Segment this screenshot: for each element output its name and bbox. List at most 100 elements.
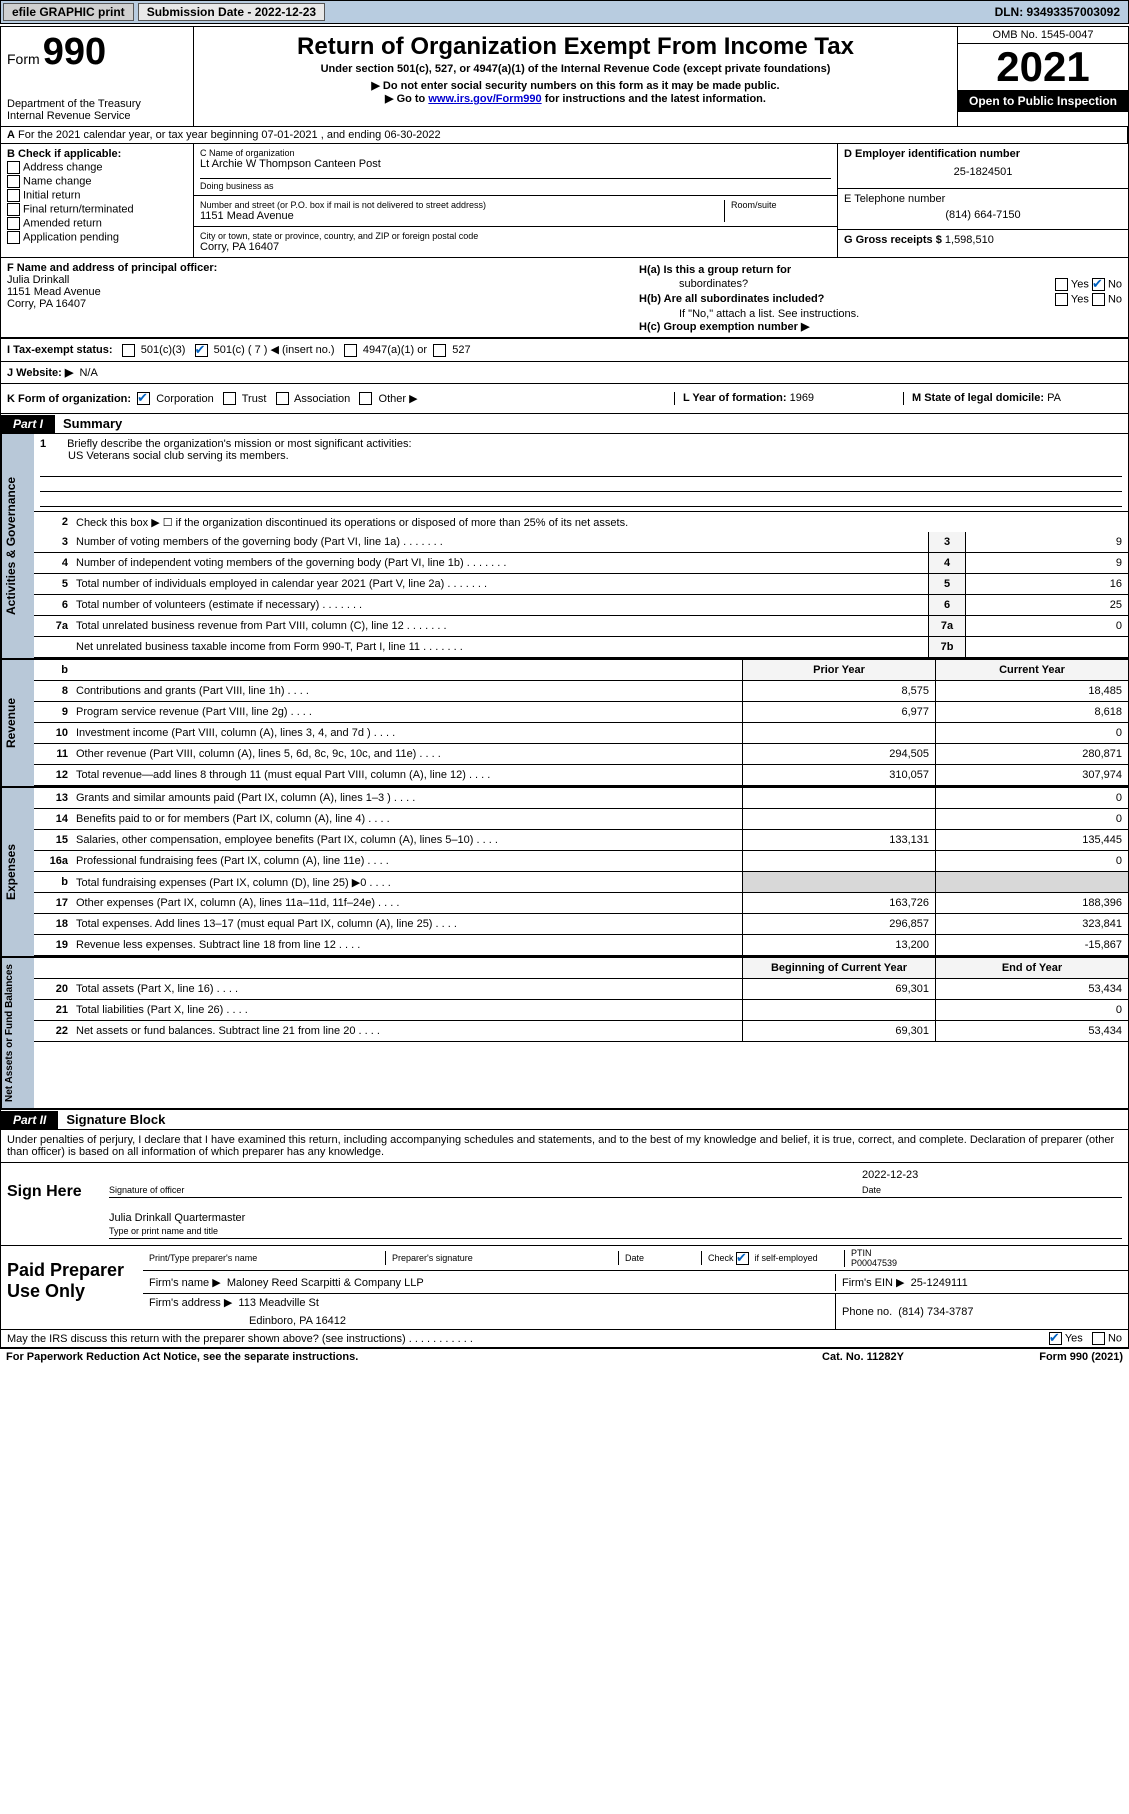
discuss-yes-checkbox[interactable] [1049,1332,1062,1345]
part2-label: Part II [1,1111,58,1129]
chk-initial-return[interactable]: Initial return [7,189,187,202]
i-501c3-checkbox[interactable] [122,344,135,357]
form-title: Return of Organization Exempt From Incom… [200,33,951,61]
form-footer-label: Form 990 (2021) [963,1351,1123,1363]
no-label: No [1108,293,1122,305]
opt-text: Application pending [23,231,119,243]
chk-address-change[interactable]: Address change [7,161,187,174]
summary-q2: 2 Check this box ▶ ☐ if the organization… [34,512,1128,532]
row-num: 7a [34,618,72,634]
prior-value: 6,977 [742,702,935,722]
part2-title: Signature Block [58,1110,173,1129]
i-4947-checkbox[interactable] [344,344,357,357]
current-value: 0 [935,723,1128,743]
hb-yes-checkbox[interactable] [1055,293,1068,306]
opt-assoc: Association [294,393,350,405]
mission-block: 1 Briefly describe the organization's mi… [34,434,1128,512]
k-trust-checkbox[interactable] [223,392,236,405]
current-value: 188,396 [935,893,1128,913]
data-row: b Total fundraising expenses (Part IX, c… [34,872,1128,893]
sign-fields: 2022-12-23 Signature of officer Date Jul… [103,1163,1128,1245]
hb-no-checkbox[interactable] [1092,293,1105,306]
row-desc: Other expenses (Part IX, column (A), lin… [72,895,742,911]
submission-date-button[interactable]: Submission Date - 2022-12-23 [138,3,325,21]
firm-name-value: Maloney Reed Scarpitti & Company LLP [227,1277,424,1289]
data-row: 12 Total revenue—add lines 8 through 11 … [34,765,1128,786]
header-right: OMB No. 1545-0047 2021 Open to Public In… [957,27,1128,126]
row-desc: Total revenue—add lines 8 through 11 (mu… [72,767,742,783]
firm-phone-value: (814) 734-3787 [898,1306,973,1318]
row-num: 20 [34,981,72,997]
ha-no-checkbox[interactable] [1092,278,1105,291]
firm-phone-label: Phone no. [842,1306,892,1318]
efile-print-button[interactable]: efile GRAPHIC print [3,3,134,21]
part1-label: Part I [1,415,55,433]
mission-line [40,477,1122,492]
prior-value: 69,301 [742,1021,935,1041]
org-name: Lt Archie W Thompson Canteen Post [200,158,831,170]
ptin-value: P00047539 [851,1258,1122,1268]
prior-year-header: Prior Year [742,660,935,680]
no-label: No [1108,278,1122,290]
data-row: 19 Revenue less expenses. Subtract line … [34,935,1128,956]
data-row: 21 Total liabilities (Part X, line 26) .… [34,1000,1128,1021]
f-street: 1151 Mead Avenue [7,286,627,298]
footer-discuss-row: May the IRS discuss this return with the… [1,1330,1128,1348]
row-box-label: 7a [928,616,965,636]
firm-name-label: Firm's name ▶ [149,1277,221,1289]
chk-final-return[interactable]: Final return/terminated [7,203,187,216]
i-527-checkbox[interactable] [433,344,446,357]
irs-link[interactable]: www.irs.gov/Form990 [428,93,541,105]
row-box-value [965,637,1128,657]
tax-year: 2021 [958,44,1128,90]
current-value: 18,485 [935,681,1128,701]
opt-4947: 4947(a)(1) or [363,344,427,356]
k-corp-checkbox[interactable] [137,392,150,405]
chk-name-change[interactable]: Name change [7,175,187,188]
column-c: C Name of organization Lt Archie W Thomp… [194,144,838,257]
row-box-value: 9 [965,532,1128,552]
i-501c-checkbox[interactable] [195,344,208,357]
opt-corp: Corporation [156,393,213,405]
prior-value: 69,301 [742,979,935,999]
row-box-label: 6 [928,595,965,615]
row-num: 8 [34,683,72,699]
k-assoc-checkbox[interactable] [276,392,289,405]
gov-row: 7a Total unrelated business revenue from… [34,616,1128,637]
row-box-label: 5 [928,574,965,594]
l-value: 1969 [790,392,814,404]
current-value: 0 [935,1000,1128,1020]
k-other-checkbox[interactable] [359,392,372,405]
row-num: 15 [34,832,72,848]
row-box-value: 16 [965,574,1128,594]
row-desc: Total fundraising expenses (Part IX, col… [72,874,742,891]
row-box-value: 0 [965,616,1128,636]
form-word: Form [7,51,40,67]
self-employed-checkbox[interactable] [736,1252,749,1265]
vtab-revenue: Revenue [1,660,34,786]
preparer-block: Paid Preparer Use Only Print/Type prepar… [1,1246,1128,1330]
data-row: 20 Total assets (Part X, line 16) . . . … [34,979,1128,1000]
data-row: 22 Net assets or fund balances. Subtract… [34,1021,1128,1042]
current-value: 323,841 [935,914,1128,934]
gov-row: 6 Total number of volunteers (estimate i… [34,595,1128,616]
discuss-text: May the IRS discuss this return with the… [7,1333,406,1345]
gov-row: 5 Total number of individuals employed i… [34,574,1128,595]
row-num: 19 [34,937,72,953]
data-row: 15 Salaries, other compensation, employe… [34,830,1128,851]
f-label: F Name and address of principal officer: [7,262,627,274]
discuss-no-checkbox[interactable] [1092,1332,1105,1345]
row-desc: Total expenses. Add lines 13–17 (must eq… [72,916,742,932]
gross-receipts-value: 1,598,510 [945,234,994,246]
ha-yes-checkbox[interactable] [1055,278,1068,291]
h-column: H(a) Is this a group return for subordin… [633,258,1128,337]
q2-text: Check this box ▶ ☐ if the organization d… [72,514,1128,531]
dln-label: DLN: 93493357003092 [995,5,1128,19]
row-num [34,645,72,649]
row-num: 5 [34,576,72,592]
chk-application-pending[interactable]: Application pending [7,231,187,244]
q1-text: US Veterans social club serving its memb… [40,450,289,462]
phone-value: (814) 664-7150 [844,205,1122,225]
chk-amended-return[interactable]: Amended return [7,217,187,230]
l-label: L Year of formation: [683,392,787,404]
